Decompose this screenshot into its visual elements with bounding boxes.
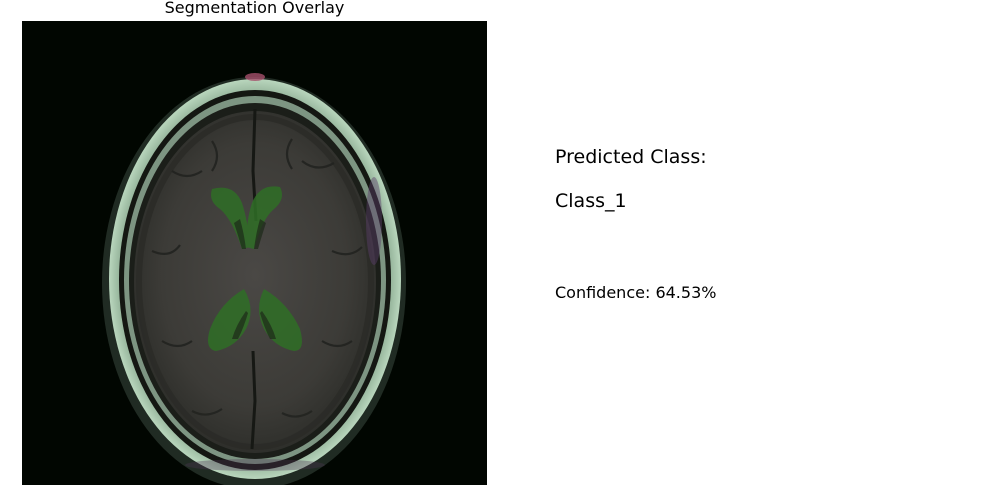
confidence-text: Confidence: 64.53% xyxy=(555,283,717,302)
segmentation-overlay-image xyxy=(22,21,487,485)
predicted-class-value: Class_1 xyxy=(555,190,627,212)
predicted-class-label: Predicted Class: xyxy=(555,146,707,168)
image-title: Segmentation Overlay xyxy=(164,0,345,17)
